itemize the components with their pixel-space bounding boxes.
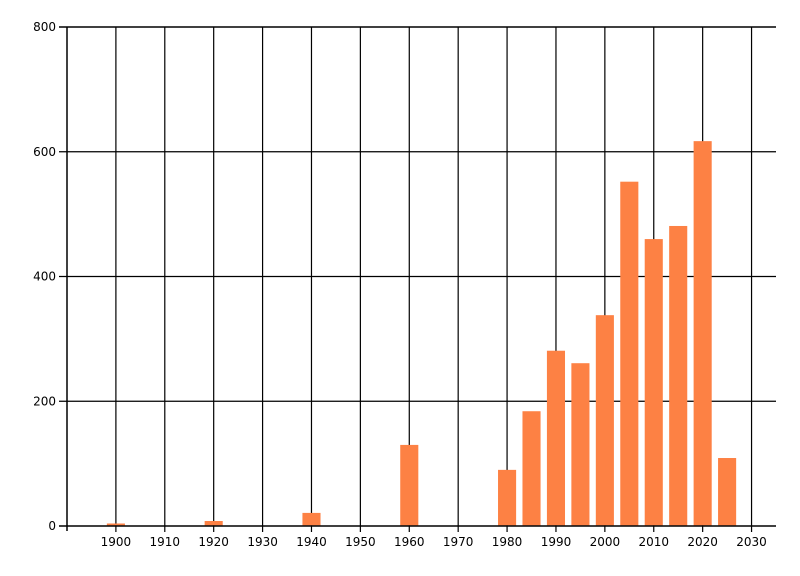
y-axis-tick-label-200: 200 [33, 394, 56, 408]
bar-1985 [522, 411, 541, 526]
x-axis-tick-label-1940: 1940 [296, 535, 327, 549]
x-axis-tick-label-2010: 2010 [638, 535, 669, 549]
bar-1995 [571, 363, 590, 526]
bar-1900 [106, 523, 125, 526]
x-axis-tick-label-2000: 2000 [590, 535, 621, 549]
bar-1920 [204, 521, 223, 526]
y-axis-tick-label-600: 600 [33, 145, 56, 159]
x-axis-tick-label-1910: 1910 [150, 535, 181, 549]
x-axis-tick-label-2030: 2030 [736, 535, 767, 549]
x-axis-tick-label-1950: 1950 [345, 535, 376, 549]
x-axis-tick-label-1970: 1970 [443, 535, 474, 549]
bar-1980 [498, 469, 517, 526]
x-axis-tick-label-1980: 1980 [492, 535, 523, 549]
bar-2025 [718, 458, 737, 526]
bar-2010 [644, 239, 663, 526]
bar-1990 [546, 350, 566, 526]
y-axis-tick-label-0: 0 [48, 519, 56, 533]
x-axis-tick-label-1960: 1960 [394, 535, 425, 549]
bar-1940 [302, 512, 321, 526]
bar-2005 [620, 181, 639, 526]
x-axis-tick-label-1930: 1930 [247, 535, 278, 549]
x-axis-tick-label-1900: 1900 [101, 535, 132, 549]
bar-2015 [669, 225, 688, 526]
bar-2000 [595, 315, 614, 526]
x-axis-tick-label-2020: 2020 [687, 535, 718, 549]
bar-2020 [693, 141, 712, 526]
x-axis-tick-label-1990: 1990 [541, 535, 572, 549]
y-axis-tick-label-800: 800 [33, 20, 56, 34]
x-axis-tick-label-1920: 1920 [198, 535, 229, 549]
bar-1960 [400, 444, 419, 526]
y-axis-tick-label-400: 400 [33, 270, 56, 284]
